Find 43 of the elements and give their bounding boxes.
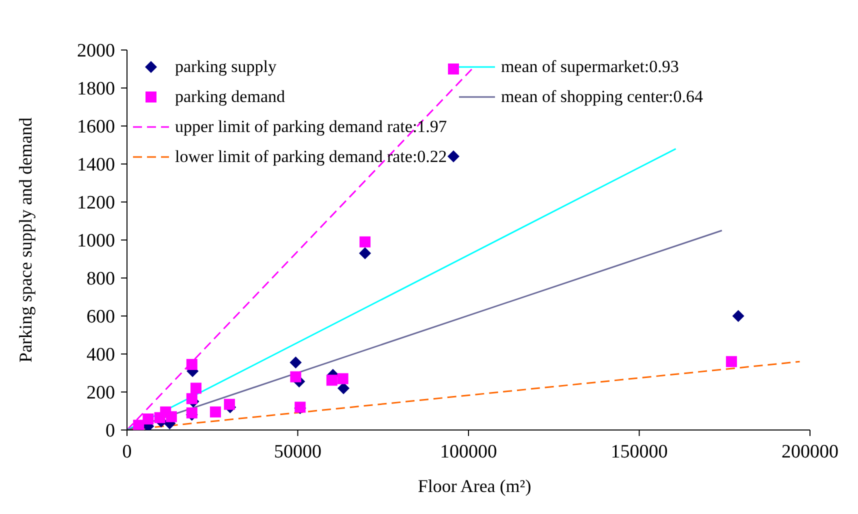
x-tick-label: 50000 [274, 441, 322, 462]
legend-label: parking demand [175, 87, 285, 107]
point [290, 356, 302, 369]
y-tick-label: 1000 [77, 230, 115, 252]
y-tick-label: 1400 [77, 154, 115, 176]
point [142, 413, 154, 424]
x-tick-label: 100000 [440, 441, 497, 462]
point [166, 411, 177, 422]
x-axis-title: Floor Area (m²) [418, 476, 532, 496]
y-tick-label: 800 [86, 268, 115, 290]
legend-label: lower limit of parking demand rate:0.22 [175, 147, 447, 167]
point [290, 371, 302, 382]
y-axis-title: Parking space supply and demand [16, 118, 36, 362]
point [447, 150, 460, 162]
x-tick-label: 0 [122, 441, 132, 462]
point [326, 374, 338, 386]
x-tick-label: 200000 [782, 441, 838, 462]
point [133, 420, 144, 430]
point [726, 356, 737, 368]
point [186, 407, 198, 418]
legend-label: parking supply [175, 57, 277, 77]
y-tick-label: 2000 [77, 40, 115, 62]
point [360, 236, 371, 248]
point [190, 382, 202, 394]
point [210, 406, 221, 418]
y-tick-label: 600 [86, 306, 115, 328]
point [186, 393, 198, 404]
y-tick-label: 200 [86, 382, 115, 404]
y-tick-label: 1200 [77, 192, 115, 214]
y-tick-label: 1800 [77, 78, 115, 100]
point [224, 398, 235, 410]
y-tick-label: 0 [106, 420, 115, 442]
point [732, 310, 744, 322]
point [337, 373, 348, 384]
y-tick-label: 400 [86, 344, 115, 366]
x-tick-label: 150000 [610, 441, 668, 462]
point [448, 64, 459, 74]
point [186, 358, 198, 370]
y-tick-label: 1600 [77, 116, 115, 138]
point [359, 247, 372, 260]
legend-label: mean of supermarket:0.93 [500, 57, 679, 77]
legend-label: upper limit of parking demand rate:1.97 [175, 117, 447, 137]
legend-label: mean of shopping center:0.64 [500, 87, 703, 107]
